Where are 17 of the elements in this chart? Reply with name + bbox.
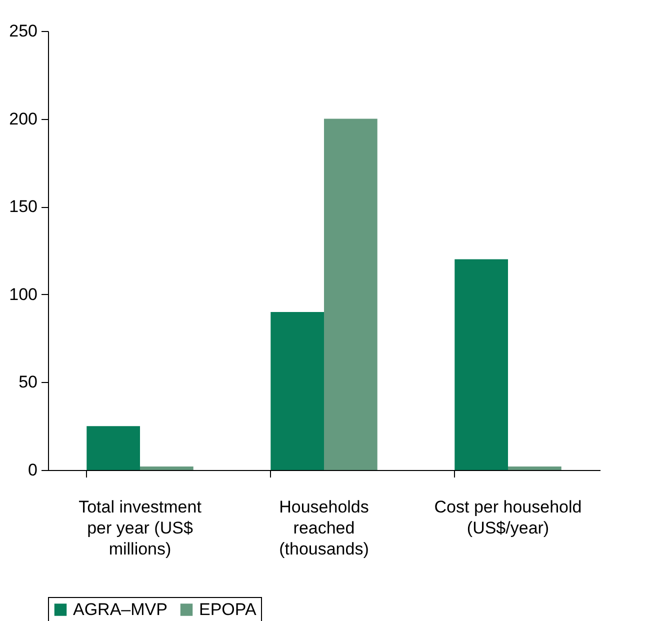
- bar: [454, 259, 508, 470]
- bar: [270, 312, 324, 470]
- x-tick-label: Total investment per year (US$ millions): [78, 498, 202, 558]
- x-tick-label: Households reached (thousands): [279, 498, 369, 558]
- y-tick-label: 100: [9, 284, 38, 304]
- bar: [324, 118, 378, 470]
- bar: [140, 466, 194, 470]
- bar: [508, 466, 562, 470]
- y-tick-label: 0: [28, 460, 38, 480]
- legend-label: AGRA–MVP: [73, 600, 168, 619]
- y-tick-label: 50: [18, 372, 38, 392]
- bar: [86, 426, 140, 470]
- y-tick-label: 200: [9, 109, 38, 128]
- y-tick-label: 150: [9, 197, 38, 216]
- legend-label: EPOPA: [199, 600, 257, 619]
- x-tick-label: Cost per household (US$/year): [434, 498, 582, 538]
- y-tick-label: 250: [9, 22, 38, 40]
